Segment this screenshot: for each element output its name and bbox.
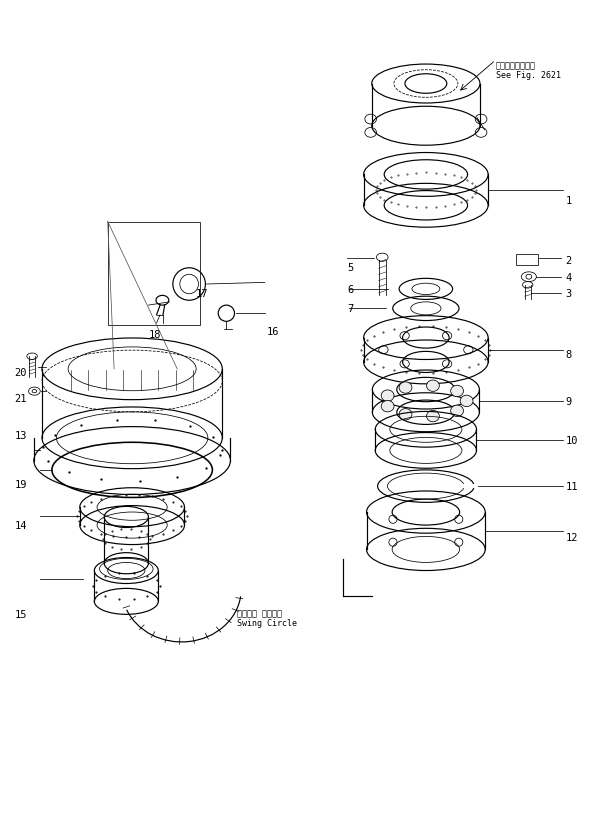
Text: 4: 4 [565, 273, 572, 283]
Text: 6: 6 [348, 284, 353, 295]
Bar [108, 222, 199, 326]
Text: 16: 16 [267, 327, 280, 337]
Ellipse shape [427, 381, 440, 392]
Ellipse shape [460, 396, 473, 407]
Ellipse shape [427, 411, 440, 423]
Text: 10: 10 [565, 436, 578, 446]
Text: 2: 2 [565, 256, 572, 266]
Text: 20: 20 [15, 367, 27, 378]
Ellipse shape [399, 382, 412, 394]
Text: 17: 17 [196, 288, 209, 299]
Text: 3: 3 [565, 288, 572, 299]
Ellipse shape [381, 401, 394, 412]
Ellipse shape [451, 386, 464, 397]
Text: 14: 14 [15, 520, 27, 531]
Text: 1: 1 [565, 196, 572, 206]
Ellipse shape [399, 409, 412, 420]
Text: 8: 8 [565, 350, 572, 360]
Text: 第２６２１図参照
See Fig. 2621: 第２６２１図参照 See Fig. 2621 [496, 61, 560, 80]
Ellipse shape [451, 405, 464, 417]
Text: 19: 19 [15, 479, 27, 489]
Text: 15: 15 [15, 609, 27, 619]
Text: 7: 7 [348, 304, 353, 314]
Text: 13: 13 [15, 431, 27, 441]
Text: 12: 12 [565, 532, 578, 542]
Ellipse shape [381, 391, 394, 402]
Text: スイング サークル
Swing Circle: スイング サークル Swing Circle [237, 609, 297, 627]
Text: 5: 5 [348, 263, 353, 273]
Bar [516, 255, 538, 265]
Text: 18: 18 [149, 330, 161, 340]
Text: 11: 11 [565, 482, 578, 491]
Text: 21: 21 [15, 393, 27, 403]
Text: 9: 9 [565, 396, 572, 406]
